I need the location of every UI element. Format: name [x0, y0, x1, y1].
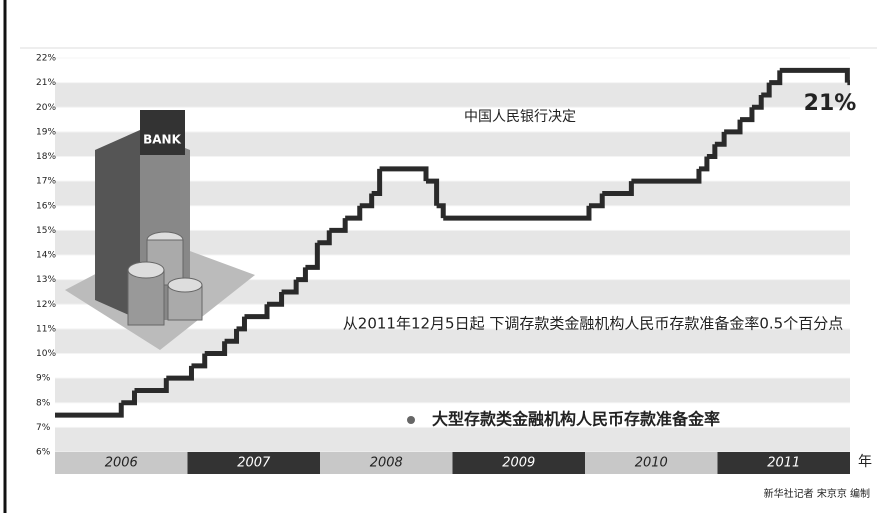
x-band [55, 452, 188, 474]
step-line [55, 402, 124, 418]
stripe [55, 58, 850, 83]
credit: 新华社记者 宋京京 编制 [764, 487, 870, 500]
step-line [371, 168, 383, 196]
stripe [55, 353, 850, 379]
step-line [317, 230, 332, 246]
step-line [121, 390, 137, 406]
x-tick-label: 2011 [767, 456, 800, 471]
step-line [698, 156, 710, 172]
x-tick-label: 2010 [635, 456, 668, 471]
step-line [443, 205, 592, 221]
step-line [281, 279, 299, 295]
y-tick-label: 8% [36, 398, 51, 408]
stripe [55, 378, 850, 403]
step-line [436, 203, 446, 219]
stripe [55, 402, 850, 428]
step-line [244, 304, 270, 320]
y-tick-label: 17% [36, 177, 56, 187]
x-unit: 年 [858, 454, 872, 470]
step-line [236, 316, 247, 332]
step-line [631, 168, 702, 184]
x-band [452, 452, 585, 474]
x-tick-label: 2007 [237, 456, 271, 471]
step-line [740, 107, 755, 123]
step-line [224, 328, 240, 344]
chart-title: 中国人民银行决定 [464, 109, 576, 125]
step-line [166, 365, 194, 381]
bank-sign: BANK [143, 133, 181, 147]
x-band [717, 452, 850, 474]
bank-illustration: BANK [65, 110, 255, 350]
step-line [296, 267, 308, 283]
end-label: 21% [804, 91, 857, 116]
stripe [55, 427, 850, 452]
y-tick-label: 18% [36, 152, 56, 162]
step-line [779, 67, 850, 83]
y-tick-label: 12% [36, 300, 56, 310]
stripe [55, 328, 850, 354]
step-line [134, 378, 169, 393]
y-tick-label: 14% [36, 251, 56, 261]
step-line [191, 353, 208, 369]
y-tick-label: 9% [36, 374, 51, 384]
step-line [588, 193, 605, 209]
x-band [585, 452, 718, 474]
y-tick-label: 10% [36, 349, 56, 359]
step-line [359, 193, 375, 209]
series [55, 67, 850, 418]
y-tick-label: 15% [36, 226, 56, 236]
y-tick-label: 16% [36, 201, 56, 211]
step-line [379, 166, 429, 182]
x-tick-label: 2006 [105, 456, 138, 471]
step-line [426, 178, 440, 206]
step-line [602, 181, 634, 196]
y-tick-label: 22% [36, 54, 56, 64]
step-line [751, 94, 764, 110]
y-tick-label: 21% [36, 78, 56, 88]
annotation: 从2011年12月5日起 下调存款类金融机构人民币存款准备金率0.5个百分点 [343, 315, 843, 333]
x-band [187, 452, 320, 474]
y-tick-label: 20% [36, 103, 56, 113]
step-line [761, 82, 772, 98]
step-line [329, 218, 348, 233]
step-line [345, 205, 363, 221]
step-line [769, 70, 783, 86]
stripe [55, 107, 850, 132]
step-line [305, 242, 320, 270]
y-tick-label: 19% [36, 127, 56, 137]
stripe [55, 82, 850, 108]
step-line [267, 291, 285, 307]
step-line [714, 131, 727, 147]
step-line [204, 341, 228, 356]
y-tick-label: 11% [36, 324, 56, 334]
x-tick-label: 2009 [502, 456, 535, 471]
step-line [706, 144, 718, 159]
y-tick-label: 13% [36, 275, 56, 285]
y-tick-label: 7% [36, 423, 51, 433]
y-tick-label: 6% [36, 448, 51, 458]
legend-marker [407, 416, 415, 424]
x-tick-label: 2008 [370, 456, 403, 471]
step-line [724, 119, 743, 135]
x-band [320, 452, 453, 474]
legend-label: 大型存款类金融机构人民币存款准备金率 [432, 410, 720, 429]
